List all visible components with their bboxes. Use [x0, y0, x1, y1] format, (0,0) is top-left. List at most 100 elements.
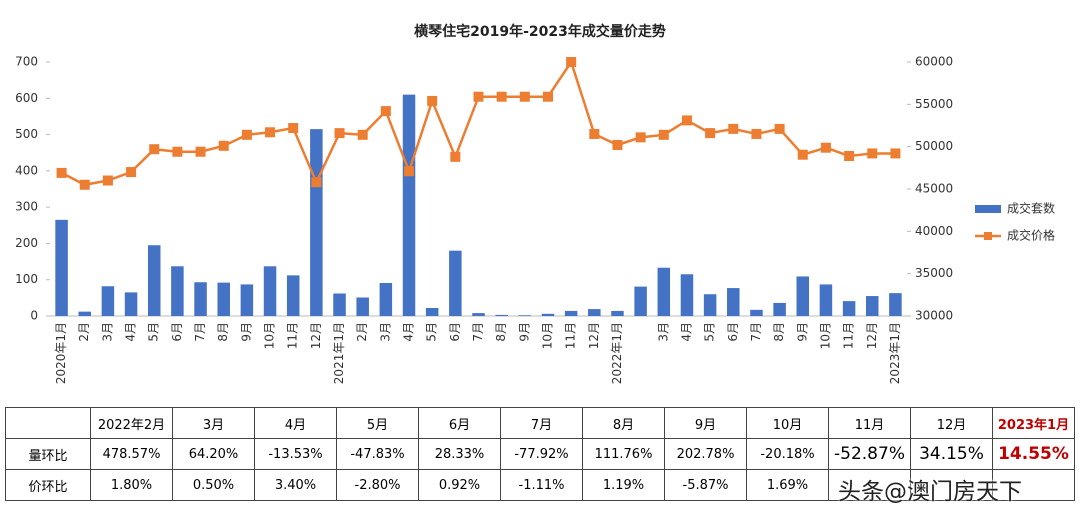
- marker: [797, 149, 808, 160]
- header-cell: 11月: [828, 407, 911, 439]
- marker: [844, 150, 855, 161]
- cell: 1.69%: [746, 469, 829, 501]
- x-tick-label: 6月: [726, 322, 740, 342]
- x-tick-label: 12月: [587, 322, 601, 349]
- bar: [171, 266, 184, 316]
- cell: -47.83%: [336, 438, 419, 470]
- cell: 1.19%: [582, 469, 665, 501]
- legend-label: 成交价格: [1007, 228, 1055, 243]
- legend-swatch: [975, 205, 1001, 213]
- bar: [541, 313, 555, 316]
- marker: [751, 128, 762, 139]
- x-tick-label: 8月: [772, 322, 786, 342]
- bar: [356, 297, 369, 316]
- bar: [263, 266, 277, 316]
- table-row: 量环比 478.57% 64.20% -13.53% -47.83% 28.33% -77.…: [5, 438, 1075, 470]
- marker: [542, 91, 553, 102]
- bar: [240, 284, 254, 316]
- bar: [588, 309, 601, 316]
- marker: [195, 146, 206, 157]
- y2-tick-label: 50000: [915, 139, 953, 153]
- header-cell: 4月: [254, 407, 337, 439]
- cell: 3.40%: [254, 469, 337, 501]
- x-tick-label: 2021年1月: [332, 322, 346, 384]
- row-label: 量环比: [5, 438, 91, 470]
- cell: -2.80%: [336, 469, 419, 501]
- marker: [705, 128, 716, 139]
- y-tick-label: 600: [15, 91, 38, 105]
- x-tick-label: 3月: [656, 322, 670, 342]
- bar: [310, 129, 323, 316]
- cell: -77.92%: [500, 438, 583, 470]
- x-tick-label: 10月: [263, 322, 277, 349]
- marker: [728, 123, 739, 134]
- bar: [819, 284, 833, 316]
- header-cell: 3月: [172, 407, 255, 439]
- bar: [379, 282, 393, 316]
- marker: [404, 166, 415, 177]
- y-tick-label: 500: [15, 127, 38, 141]
- y-tick-label: 200: [15, 236, 38, 250]
- chart-title: 横琴住宅2019年-2023年成交量价走势: [414, 23, 666, 40]
- header-cell: 5月: [336, 407, 419, 439]
- header-cell: 7月: [500, 407, 583, 439]
- bar: [703, 294, 717, 316]
- header-row: 2022年2月 3月 4月 5月 6月 7月 8月 9月 10月 11月 12月 2023年1月: [5, 407, 1075, 439]
- bar: [796, 276, 810, 316]
- bar: [773, 302, 786, 316]
- marker: [288, 123, 299, 134]
- marker: [102, 175, 113, 186]
- x-tick-label: 11月: [286, 322, 300, 349]
- bar: [611, 310, 624, 316]
- legend-label: 成交套数: [1007, 201, 1055, 216]
- bar: [680, 274, 694, 316]
- marker: [334, 128, 345, 139]
- marker: [172, 146, 183, 157]
- cell: 14.55%: [992, 438, 1075, 470]
- cell: [992, 469, 1075, 501]
- marker: [450, 151, 461, 162]
- y2-tick-label: 55000: [915, 97, 953, 111]
- bar: [124, 292, 138, 316]
- bar: [472, 313, 485, 316]
- x-tick-label: 8月: [494, 322, 508, 342]
- cell: 0.50%: [172, 469, 255, 501]
- marker: [589, 128, 600, 139]
- bar: [402, 94, 416, 317]
- marker: [427, 95, 438, 106]
- x-tick-label: 11月: [564, 322, 578, 349]
- x-tick-label: 8月: [216, 322, 230, 342]
- x-tick-label: 10月: [540, 322, 554, 349]
- y2-tick-label: 60000: [915, 55, 953, 69]
- cell: 202.78%: [664, 438, 747, 470]
- bar: [657, 267, 671, 316]
- bar: [750, 309, 763, 316]
- marker: [658, 129, 669, 140]
- y-tick-label: 400: [15, 163, 38, 177]
- bar: [147, 245, 161, 316]
- marker: [774, 123, 785, 134]
- header-cell: 10月: [746, 407, 829, 439]
- x-tick-label: 5月: [703, 322, 717, 342]
- x-tick-label: 3月: [100, 322, 114, 342]
- bar: [217, 282, 230, 316]
- bar: [55, 219, 68, 316]
- x-tick-label: 2023年1月: [888, 322, 902, 384]
- cell: 111.76%: [582, 438, 665, 470]
- bar: [564, 310, 578, 316]
- cell: -20.18%: [746, 438, 829, 470]
- cell: 64.20%: [172, 438, 255, 470]
- header-cell: 2023年1月: [992, 407, 1075, 439]
- cell: 34.15%: [910, 438, 993, 470]
- table: 2022年2月 3月 4月 5月 6月 7月 8月 9月 10月 11月 12月 2023年1月 量环比…: [5, 407, 1075, 501]
- bar: [286, 275, 300, 316]
- x-tick-label: 9月: [795, 322, 809, 342]
- marker: [380, 106, 391, 117]
- cell: -1.11%: [500, 469, 583, 501]
- line: [61, 59, 896, 187]
- y2-tick-label: 45000: [915, 182, 953, 196]
- bar: [101, 286, 115, 316]
- y2-tick-label: 30000: [915, 309, 953, 323]
- marker: [149, 144, 160, 155]
- marker: [890, 148, 901, 159]
